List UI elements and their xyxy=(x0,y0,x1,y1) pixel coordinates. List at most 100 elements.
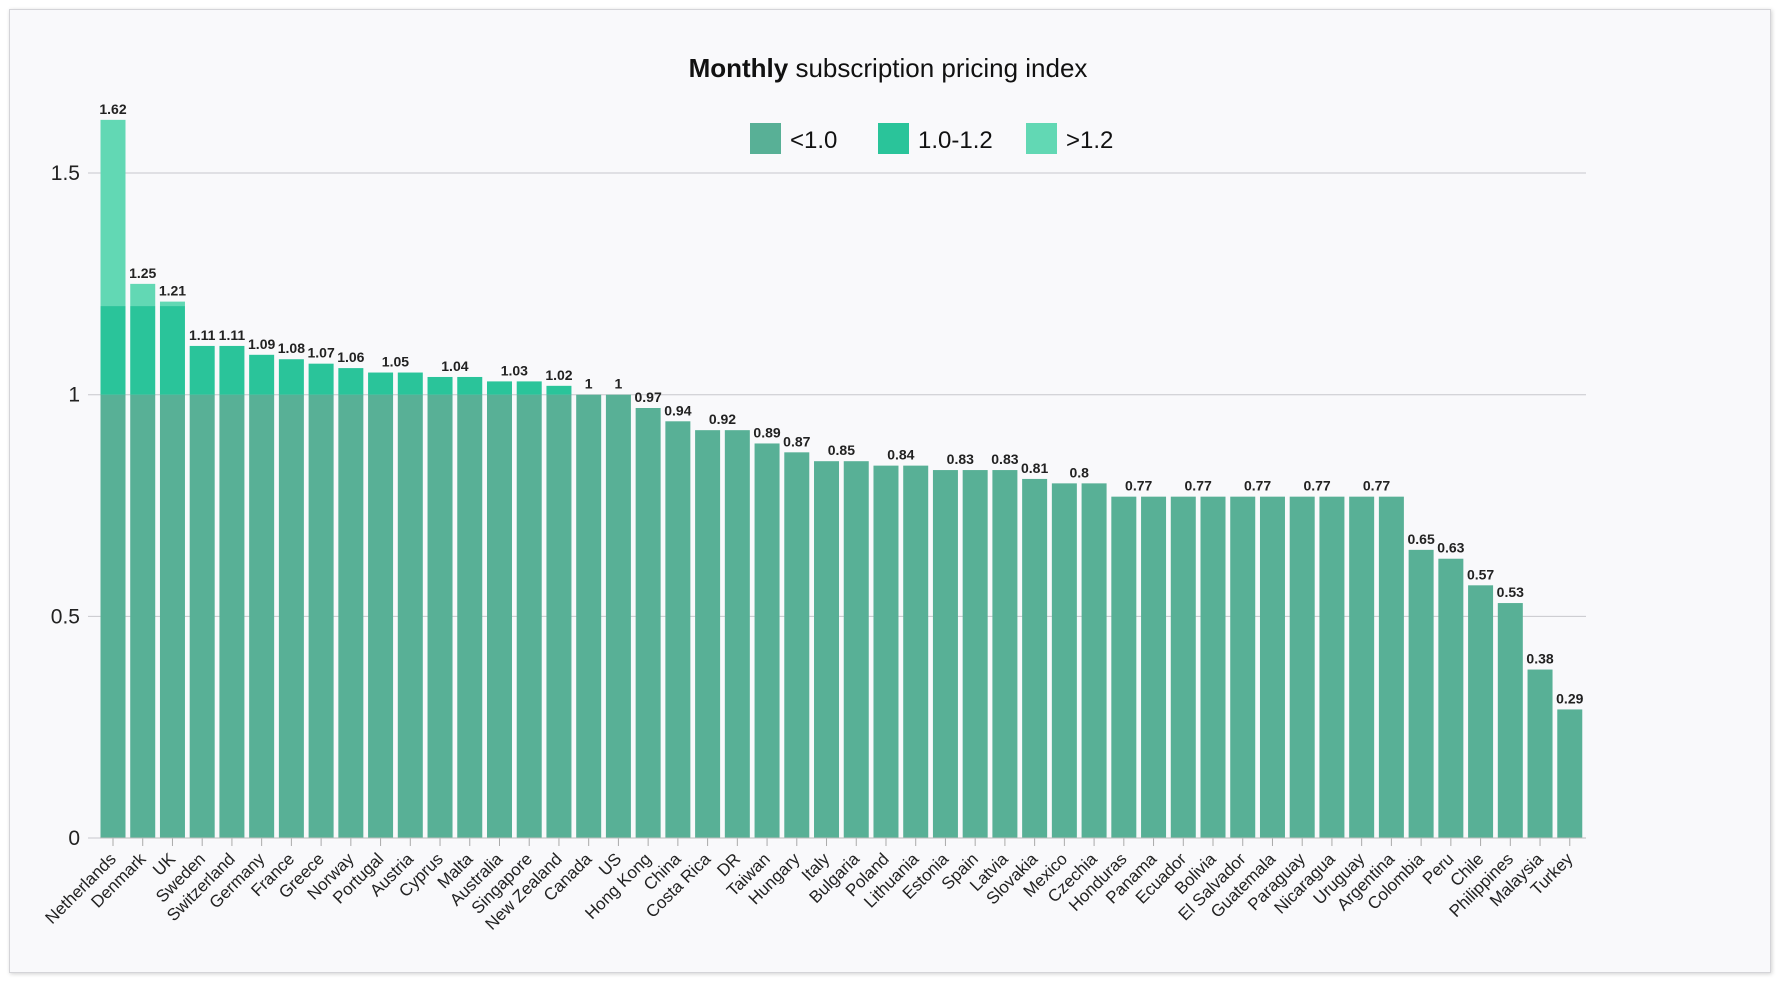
value-label: 1.04 xyxy=(441,358,468,374)
bar-singapore xyxy=(516,381,542,395)
value-label: 1.09 xyxy=(248,336,275,352)
bar-philippines xyxy=(1497,603,1523,838)
bar-netherlands xyxy=(100,119,126,307)
value-label: 0.83 xyxy=(991,451,1018,467)
bar-argentina xyxy=(1378,496,1404,838)
value-label: 0.65 xyxy=(1407,531,1434,547)
bar-sweden xyxy=(189,394,215,838)
y-tick-label: 1.5 xyxy=(51,162,80,185)
value-label: 1.08 xyxy=(278,340,305,356)
bar-malta xyxy=(457,394,483,838)
bar-paraguay xyxy=(1289,496,1315,838)
value-label: 0.77 xyxy=(1303,478,1330,494)
value-label: 0.63 xyxy=(1437,540,1464,556)
bar-italy xyxy=(814,461,840,838)
value-label: 1.62 xyxy=(99,101,126,117)
bar-nicaragua xyxy=(1319,496,1345,838)
value-label: 1.11 xyxy=(219,327,246,343)
bar-netherlands xyxy=(100,306,126,395)
bar-denmark xyxy=(130,283,156,307)
value-label: 0.29 xyxy=(1556,690,1583,706)
bar-sweden xyxy=(189,345,215,395)
bar-denmark xyxy=(130,394,156,838)
bar-latvia xyxy=(992,470,1018,838)
value-label: 0.81 xyxy=(1021,460,1048,476)
bar-norway xyxy=(338,394,364,838)
chart-title: Monthly subscription pricing index xyxy=(689,53,1088,83)
legend-swatch xyxy=(878,123,909,154)
bar-malta xyxy=(457,376,483,395)
bar-germany xyxy=(249,394,275,838)
bar-china xyxy=(665,421,691,838)
bar-slovakia xyxy=(1022,478,1048,838)
bar-new-zealand xyxy=(546,394,572,838)
value-label: 1.02 xyxy=(545,367,572,383)
value-label: 0.57 xyxy=(1467,566,1494,582)
bar-germany xyxy=(249,354,275,395)
bar-austria xyxy=(397,394,423,838)
bar-estonia xyxy=(932,470,958,838)
y-tick-label: 1 xyxy=(68,384,80,407)
bar-new-zealand xyxy=(546,385,572,395)
bar-chile xyxy=(1468,585,1494,838)
bar-honduras xyxy=(1111,496,1137,838)
value-label: 0.53 xyxy=(1497,584,1524,600)
value-label: 0.89 xyxy=(753,424,780,440)
bar-spain xyxy=(962,470,988,838)
value-label: 1 xyxy=(585,376,593,392)
bars xyxy=(100,119,1583,838)
bar-singapore xyxy=(516,394,542,838)
value-label: 1.07 xyxy=(307,345,334,361)
bar-bulgaria xyxy=(843,461,869,838)
legend: <1.0 1.0-1.2 >1.2 xyxy=(750,123,1113,154)
bar-hong-kong xyxy=(635,407,661,838)
legend-label: >1.2 xyxy=(1066,127,1113,154)
bar-poland xyxy=(873,465,899,838)
value-label: 1.25 xyxy=(129,265,156,281)
bar-hungary xyxy=(784,452,810,838)
chart-title-bold: Monthly xyxy=(689,53,789,83)
value-label: 1.03 xyxy=(501,362,528,378)
bar-uk xyxy=(159,301,185,307)
bar-taiwan xyxy=(754,443,780,838)
bar-malaysia xyxy=(1527,669,1553,838)
value-label: 0.97 xyxy=(635,389,662,405)
legend-swatch xyxy=(750,123,781,154)
value-label: 0.77 xyxy=(1185,478,1212,494)
bar-cyprus xyxy=(427,376,453,395)
bar-panama xyxy=(1141,496,1167,838)
bar-switzerland xyxy=(219,345,245,395)
value-label: 0.87 xyxy=(783,433,810,449)
bar-dr xyxy=(724,430,750,838)
value-labels: 1.621.251.211.11 1.111.09 1.08 1.07 1.06 1.05… xyxy=(99,101,1583,707)
bar-colombia xyxy=(1408,549,1434,838)
bar-cyprus xyxy=(427,394,453,838)
value-label: 0.92 xyxy=(709,411,736,427)
bar-czechia xyxy=(1081,483,1107,838)
value-label: 0.84 xyxy=(887,447,914,463)
bar-el-salvador xyxy=(1230,496,1256,838)
bar-guatemala xyxy=(1259,496,1285,838)
bar-australia xyxy=(486,381,512,395)
bar-portugal xyxy=(368,394,394,838)
value-label: 1.06 xyxy=(337,349,364,365)
bar-canada xyxy=(576,394,602,838)
bar-france xyxy=(278,394,304,838)
bar-greece xyxy=(308,394,334,838)
bar-ecuador xyxy=(1170,496,1196,838)
bar-france xyxy=(278,359,304,395)
bar-mexico xyxy=(1051,483,1077,838)
bar-uruguay xyxy=(1349,496,1375,838)
value-label: 0.94 xyxy=(664,402,691,418)
value-label: 0.77 xyxy=(1125,478,1152,494)
bar-us xyxy=(605,394,631,838)
bar-portugal xyxy=(368,372,394,395)
value-label: 0.38 xyxy=(1526,651,1553,667)
value-label: 1.21 xyxy=(159,283,186,299)
bar-norway xyxy=(338,368,364,395)
bar-greece xyxy=(308,363,334,395)
bar-uk xyxy=(159,306,185,395)
bar-austria xyxy=(397,372,423,395)
value-label: 0.85 xyxy=(828,442,855,458)
bar-peru xyxy=(1438,558,1464,838)
